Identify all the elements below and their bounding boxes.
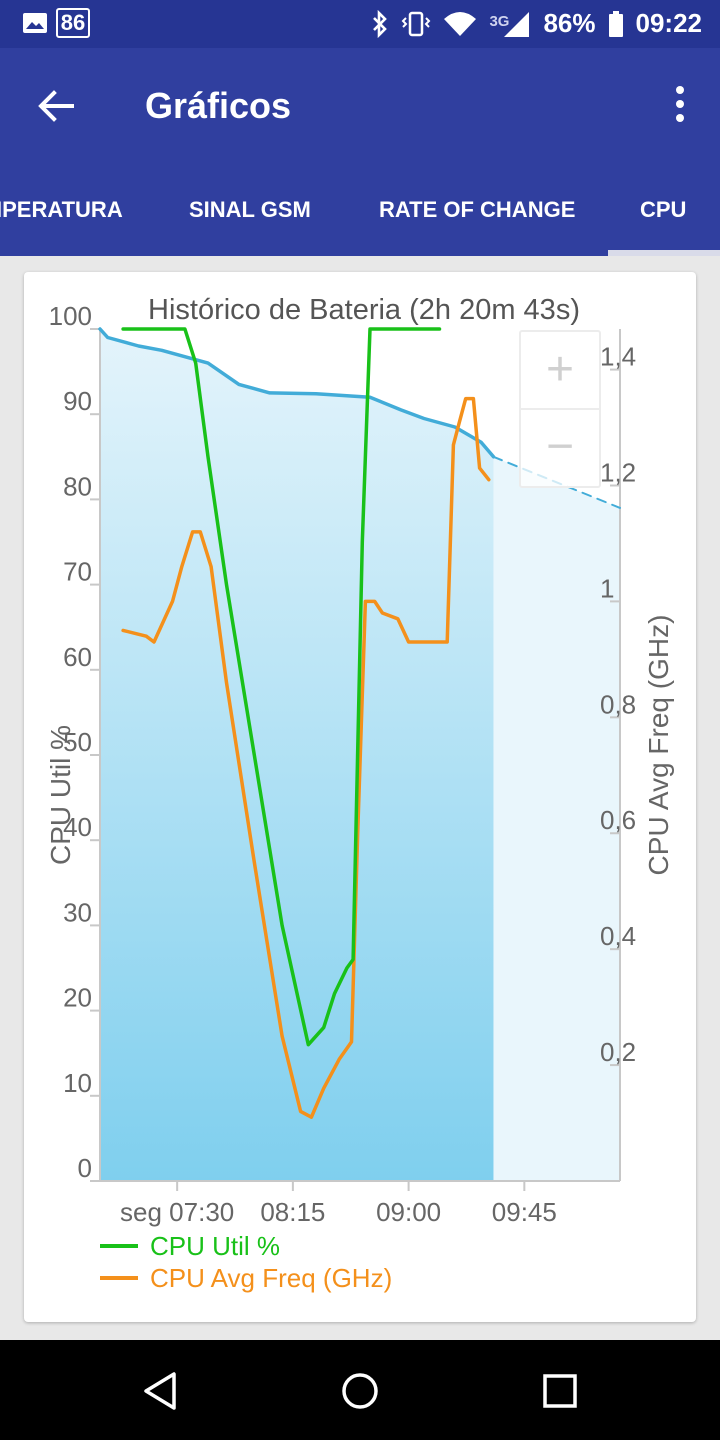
y-left-tick-label: 30 xyxy=(63,897,92,927)
page-title: Gráficos xyxy=(145,85,292,126)
battery-line xyxy=(98,327,496,459)
battery-icon xyxy=(608,10,623,37)
cpu-util-line xyxy=(121,327,442,1047)
y-left-tick-label: 0 xyxy=(78,1153,92,1183)
chart-card: 0 10 20 30 40 50 60 70 80 90 100 0,2 0,4 0,6 0,8 1 1,2 1,… xyxy=(24,272,696,1322)
y-left-tick-label: 90 xyxy=(63,386,92,416)
network-type-label: 3G xyxy=(489,12,510,30)
battery-projection-area xyxy=(493,456,620,1181)
y-left-tick-label: 100 xyxy=(49,301,92,331)
tab-sinal-gsm[interactable]: SINAL GSM xyxy=(189,197,311,222)
tab-temperatura[interactable]: IPERATURA xyxy=(0,197,123,222)
x-tick-label: 09:45 xyxy=(492,1197,557,1227)
cpu-chart[interactable]: 0 10 20 30 40 50 60 70 80 90 100 0,2 0,4 0,6 0,8 1 1,2 1,… xyxy=(24,272,696,1322)
bluetooth-icon xyxy=(373,9,388,38)
zoom-out-button[interactable]: − xyxy=(545,420,575,473)
x-tick-label: 09:00 xyxy=(376,1197,441,1227)
tab-indicator xyxy=(608,250,720,256)
legend-swatch-util xyxy=(100,1244,138,1248)
y-axis-left-title: CPU Util % xyxy=(45,725,76,865)
y-right-tick-label: 1,4 xyxy=(600,342,636,372)
app-bar: Gráficos xyxy=(0,48,720,156)
cpu-avg-freq-line xyxy=(121,396,491,1119)
y-left-tick-label: 60 xyxy=(63,642,92,672)
y-left-tick-label: 10 xyxy=(63,1068,92,1098)
vibrate-icon xyxy=(402,11,431,36)
wifi-icon xyxy=(444,11,477,36)
y-left-tick-label: 80 xyxy=(63,471,92,501)
legend-label-freq: CPU Avg Freq (GHz) xyxy=(150,1262,393,1293)
more-vert-icon[interactable] xyxy=(666,82,694,126)
y-left-tick-label: 50 xyxy=(63,727,92,757)
battery-area xyxy=(100,329,494,1181)
system-nav-bar xyxy=(0,1340,720,1440)
image-icon xyxy=(23,13,47,33)
recents-square-icon[interactable] xyxy=(537,1368,583,1414)
signal-icon xyxy=(504,11,530,37)
status-bar: 86 3G 86% 09:22 xyxy=(0,0,720,48)
status-right: 3G 86% 09:22 xyxy=(371,8,702,39)
legend-item-freq: CPU Avg Freq (GHz) xyxy=(100,1262,392,1294)
y-left-tick-label: 70 xyxy=(63,557,92,587)
y-left-tick-label: 20 xyxy=(63,983,92,1013)
arrow-left-icon[interactable] xyxy=(30,80,82,132)
y-right-tick-label: 1 xyxy=(600,573,614,603)
tab-bar: IPERATURA SINAL GSM RATE OF CHANGE CPU xyxy=(0,156,720,256)
zoom-controls: + − xyxy=(519,330,601,488)
y-right-tick-label: 1,2 xyxy=(600,457,636,487)
home-circle-icon[interactable] xyxy=(337,1368,383,1414)
tab-cpu[interactable]: CPU xyxy=(640,197,687,222)
y-left-tick-label: 40 xyxy=(63,812,92,842)
y-right-tick-label: 0,2 xyxy=(600,1037,636,1067)
y-right-tick-label: 0,6 xyxy=(600,805,636,835)
x-tick-label: seg 07:30 xyxy=(120,1197,234,1227)
battery-percent: 86% xyxy=(543,8,596,38)
legend-item-util: CPU Util % xyxy=(100,1230,392,1262)
y-axis-right-title: CPU Avg Freq (GHz) xyxy=(643,615,674,876)
legend-label-util: CPU Util % xyxy=(150,1230,281,1261)
chart-legend: CPU Util % CPU Avg Freq (GHz) xyxy=(100,1230,392,1294)
status-left: 86 xyxy=(22,8,90,38)
zoom-in-button[interactable]: + xyxy=(521,332,599,410)
back-triangle-icon[interactable] xyxy=(138,1368,184,1414)
x-tick-label: 08:15 xyxy=(260,1197,325,1227)
y-right-tick-label: 0,4 xyxy=(600,921,636,951)
chart-title: Histórico de Bateria (2h 20m 43s) xyxy=(148,294,580,326)
notification-count-badge: 86 xyxy=(56,8,90,38)
legend-swatch-freq xyxy=(100,1276,138,1280)
clock: 09:22 xyxy=(635,8,703,38)
tab-rate-of-change[interactable]: RATE OF CHANGE xyxy=(379,197,576,222)
y-right-tick-label: 0,8 xyxy=(600,689,636,719)
